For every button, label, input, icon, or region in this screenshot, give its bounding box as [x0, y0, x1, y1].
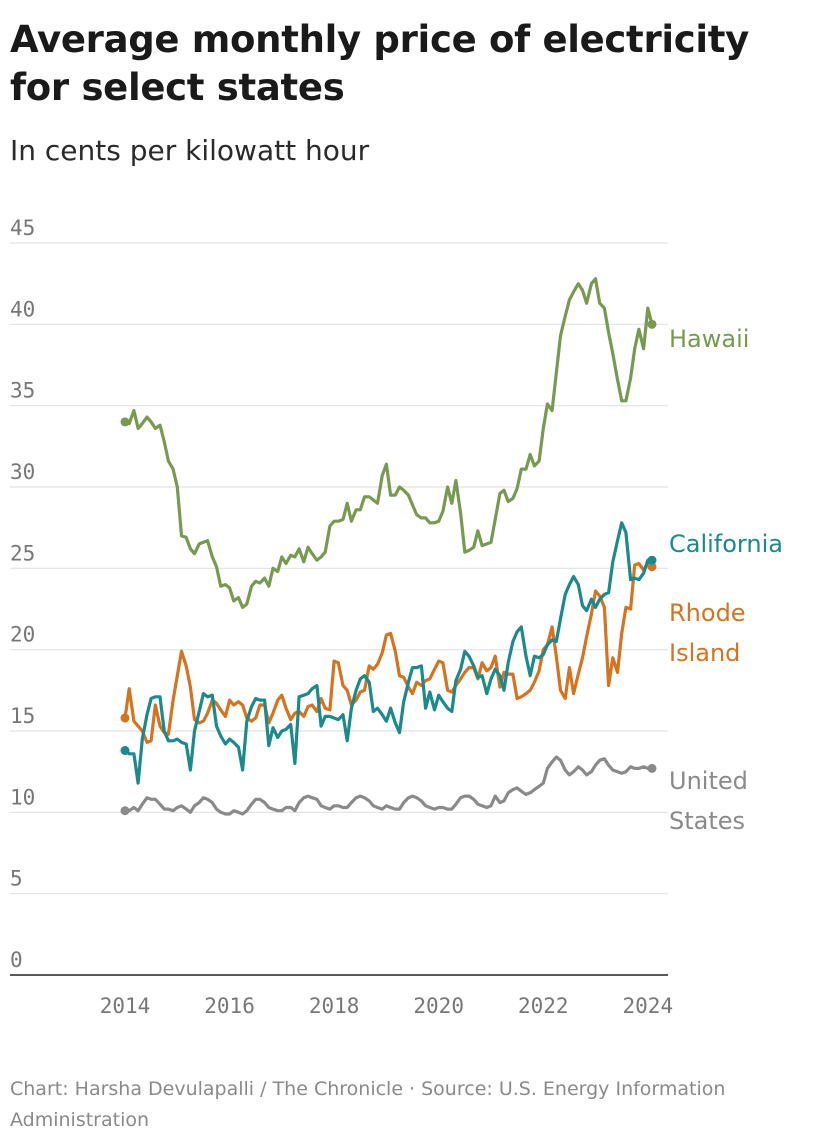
grid-lines	[10, 242, 668, 976]
y-tick-label: 25	[10, 541, 35, 565]
y-tick-label: 0	[10, 948, 23, 972]
series-line-united-states	[123, 755, 654, 816]
y-tick-label: 40	[10, 297, 35, 321]
chart-subtitle: In cents per kilowatt hour	[10, 134, 370, 167]
series-label-california: California	[669, 530, 783, 558]
y-tick-label: 35	[10, 379, 35, 403]
y-tick-label: 10	[10, 785, 35, 809]
chart-title: Average monthly price of electricity for…	[10, 18, 749, 109]
y-tick-label: 30	[10, 460, 35, 484]
end-point-rhode-island	[647, 562, 657, 572]
y-tick-label: 5	[10, 867, 23, 891]
y-axis-ticks: 0 5 10 15 20 25 30 35 40 45	[10, 216, 35, 972]
start-point-hawaii	[120, 417, 130, 427]
series-label-rhode-island: Rhode Island	[669, 599, 746, 667]
start-point-california	[120, 746, 130, 756]
series-line-hawaii	[123, 277, 654, 609]
x-tick-label: 2022	[518, 994, 569, 1018]
series-label-united-states: United States	[669, 767, 748, 835]
y-tick-label: 15	[10, 704, 35, 728]
x-tick-label: 2020	[413, 994, 464, 1018]
x-tick-label: 2016	[204, 994, 255, 1018]
series-line-california	[123, 521, 654, 785]
end-point-united-states	[647, 763, 657, 773]
end-point-hawaii	[647, 319, 657, 329]
series-labels: Hawaii Rhode Island California United States	[669, 325, 783, 835]
x-tick-label: 2024	[623, 994, 674, 1018]
end-point-california	[647, 555, 657, 565]
series-lines	[120, 277, 657, 816]
chart-credit: Chart: Harsha Devulapalli / The Chronicl…	[10, 1078, 726, 1131]
start-point-united-states	[120, 806, 130, 816]
y-tick-label: 45	[10, 216, 35, 240]
x-tick-label: 2018	[309, 994, 360, 1018]
y-tick-label: 20	[10, 623, 35, 647]
x-tick-label: 2014	[100, 994, 151, 1018]
x-axis-ticks: 2014 2016 2018 2020 2022 2024	[100, 994, 673, 1018]
series-label-hawaii: Hawaii	[669, 325, 749, 353]
start-point-rhode-island	[120, 713, 130, 723]
